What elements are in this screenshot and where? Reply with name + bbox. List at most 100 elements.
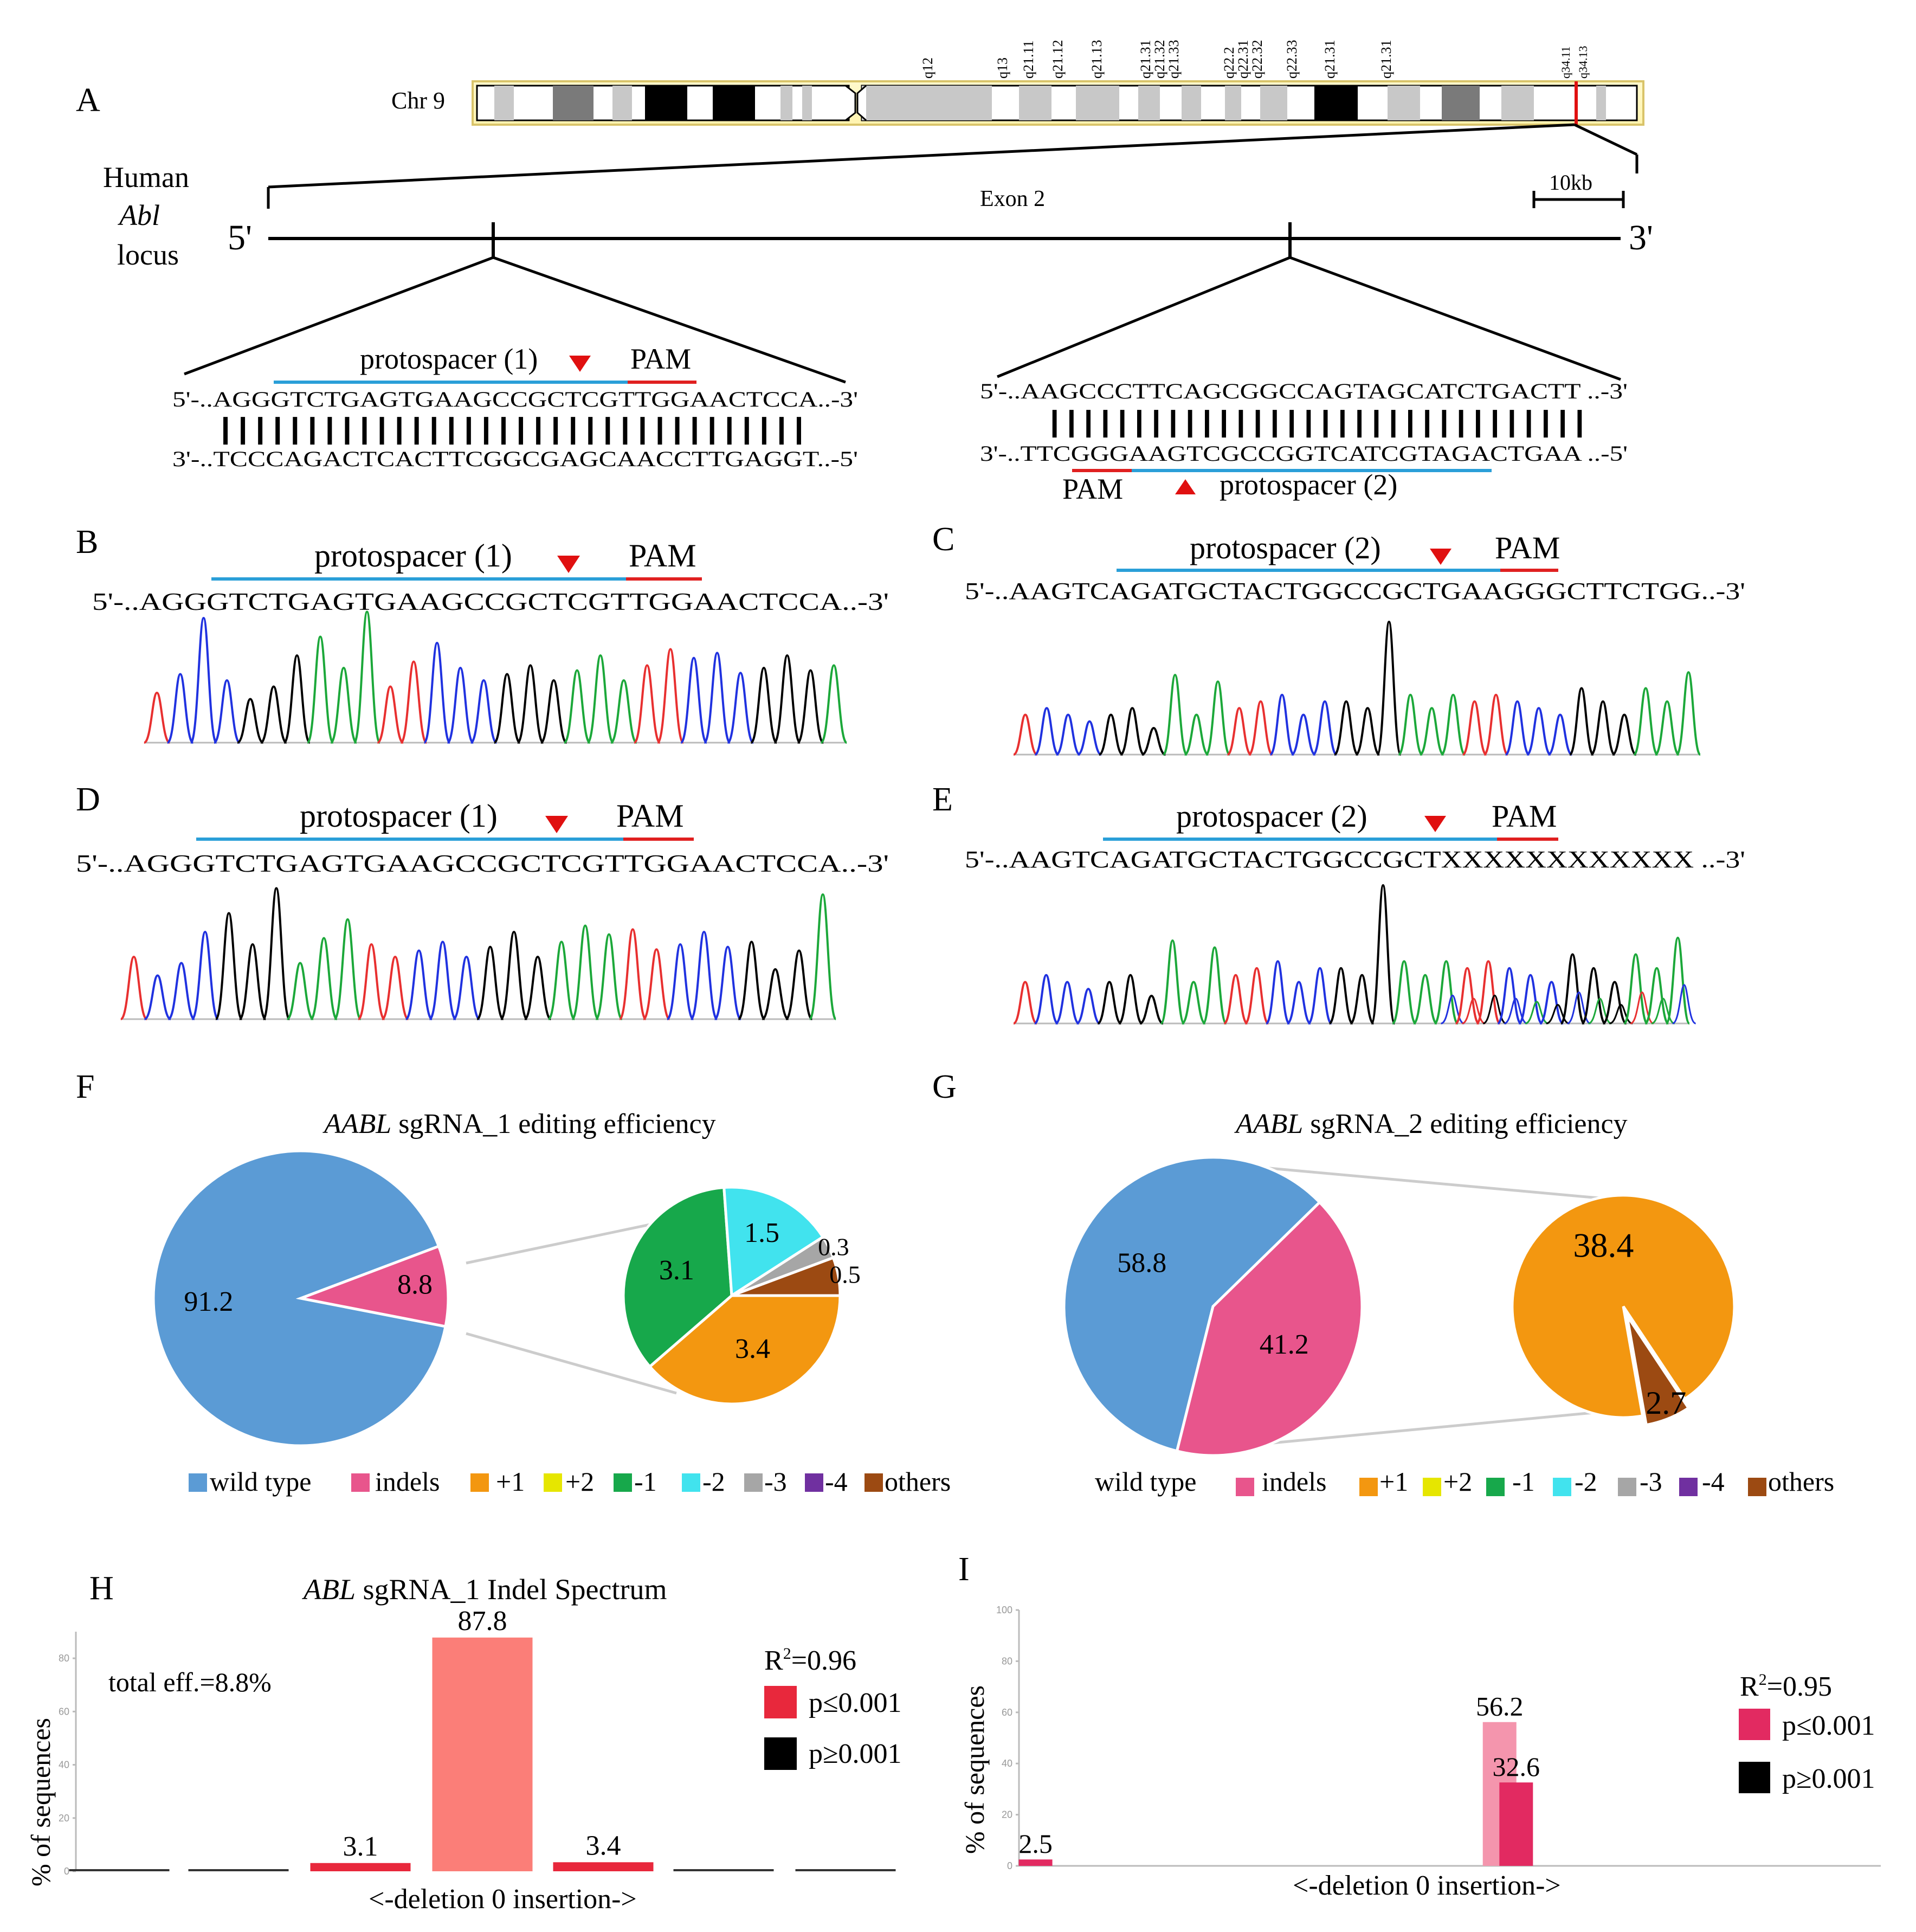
trace-peak [1581,967,1606,1025]
panel-h-title: ABL sgRNA_1 Indel Spectrum [302,1573,667,1606]
pie-value-label: 3.4 [735,1334,770,1364]
trace-peak [213,679,241,744]
pie-slice-wildtype [1062,1156,1322,1453]
panel-a-letter: A [76,82,100,119]
trace-peak [190,616,218,744]
panel-f-letter: F [76,1068,94,1105]
trace-peak [1560,953,1585,1025]
trace-peak [785,949,813,1020]
legend-swatch-minus3 [1618,1478,1636,1496]
pie-value-label: 0.3 [818,1233,849,1261]
trace-peak [1202,946,1228,1025]
trace-peak [547,941,576,1020]
pie-g-detail: 38.4 2.7 [1511,1194,1736,1427]
y-tick-label: 40 [59,1760,69,1770]
panel-g-letter: G [932,1068,957,1105]
pie-f-main: 91.2 8.8 [152,1149,450,1447]
trace-peak [143,691,171,744]
band-label: q22.32 [1249,40,1265,79]
y-tick-label: 100 [996,1605,1012,1615]
pie-f-detail: 3.4 3.1 1.5 0.30.5 [622,1186,861,1406]
pie-value-label: 0.5 [829,1260,861,1288]
site1-top-strand: 5'-..AGGGTCTGAGTGAAGCCGCTCGTTGGAACTCCA..… [172,387,858,411]
trace-peak [1120,707,1145,756]
panel-b-letter: B [76,524,98,561]
trace-peak [262,887,291,1020]
panel-b: B protospacer (1) PAM 5'-..AGGGTCTGAGTGA… [76,524,889,744]
trace-peak [1159,939,1185,1025]
trace-peak [1205,680,1231,756]
five-prime-label: 5' [228,218,252,257]
trace-peak [610,679,637,744]
x-axis-label: <-deletion 0 insertion-> [369,1884,637,1915]
trace-peak [642,948,670,1020]
chromatogram-b [143,610,848,744]
trace-peak [1098,713,1124,756]
trace-peak [333,918,362,1020]
trace-peak [820,664,848,744]
site1-bottom-strand: 3'-..TCCCAGACTCACTTCGGCGAGCAACCTTGAGGT..… [172,447,858,471]
legend-swatch-others [865,1473,883,1492]
trace-peak [1286,981,1311,1025]
panel-d-pam-label: PAM [616,798,684,834]
trace-peak [330,666,358,744]
chromatogram-d [120,887,837,1020]
trace-peak [399,660,428,744]
band-label: q21.13 [1089,40,1105,79]
chart-h: 0 20 40 60 80 3.1 87.8 3.4 [59,1606,896,1877]
legend-label: -1 [1512,1466,1535,1497]
y-tick-label: 80 [1002,1656,1012,1666]
trace-peak [737,941,766,1020]
pie-slice--2 [722,1186,825,1298]
trace-peak [1391,960,1417,1025]
pie-slice-indels [1175,1200,1364,1457]
y-tick-label: 60 [1002,1707,1012,1718]
panel-e-protospacer-label: protospacer (2) [1176,798,1367,834]
trace-peak [1013,713,1038,756]
legend-label: wild type [1095,1466,1196,1497]
trace-peak [1370,884,1396,1025]
trace-peak [1034,974,1059,1025]
zoom-line-left [268,123,1575,189]
trace-peak [1539,981,1564,1025]
trace-peak [1184,713,1209,756]
trace-peak [381,955,409,1020]
site1-cut-marker [569,356,591,372]
pie-slice-others [731,1255,842,1297]
legend-swatch-significant [764,1686,797,1718]
exon-label: Exon 2 [980,186,1045,211]
trace-peak [283,654,311,744]
y-tick-label: 20 [1002,1809,1012,1820]
scale-bar-label: 10kb [1549,170,1592,195]
legend-swatch-minus4 [1679,1478,1698,1496]
trace-peak [191,930,220,1020]
bar-value-label: 2.5 [1018,1828,1053,1859]
trace-peak [1034,707,1059,756]
trace-peak [1055,981,1080,1025]
trace-peak [666,943,695,1020]
legend-swatch-plus1 [1359,1478,1378,1496]
trace-peak [762,968,789,1020]
trace-peak [120,955,148,1020]
trace-peak [563,669,591,744]
trace-peak [595,933,623,1020]
trace-peak [1355,707,1380,756]
trace-peak [809,893,837,1020]
trace-peak [1623,953,1649,1025]
trace-peak [1419,707,1444,756]
trace-peak [446,666,475,744]
trace-peak [286,962,314,1020]
legend-label-nonsignificant: p≥0.001 [1782,1763,1875,1794]
trace-peak [1248,700,1274,756]
trace-peak [1244,967,1269,1025]
legend-label: -2 [702,1466,725,1497]
trace-peak [1665,936,1691,1025]
trace-peak [1139,994,1164,1025]
pie-slice-+1 [1511,1194,1736,1419]
site2-protospacer-label: protospacer (2) [1220,468,1397,501]
trace-peak [1633,687,1659,756]
trace-peak [1269,693,1295,756]
trace-peak [1350,974,1375,1025]
pie-slice-others [1625,1315,1691,1427]
legend-label-nonsignificant: p≥0.001 [809,1738,902,1769]
